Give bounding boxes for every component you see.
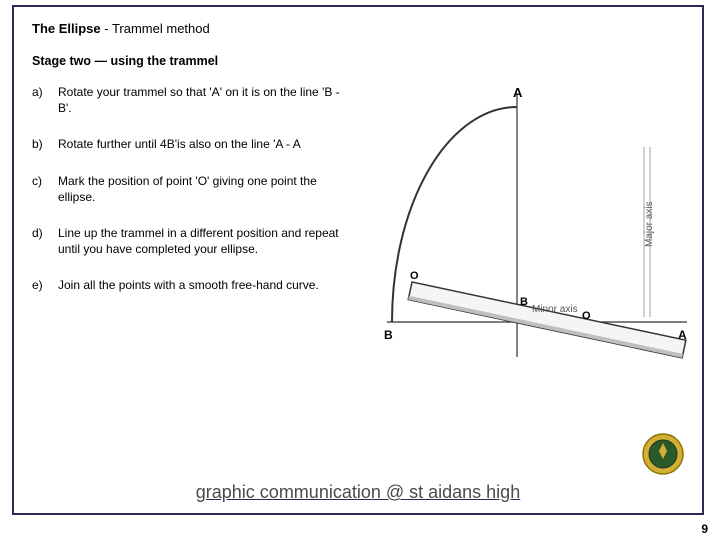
label-A-right: A — [678, 328, 687, 342]
diagram-svg: O B A B A O Minor axis Major axis — [372, 87, 692, 387]
label-A-top: A — [513, 87, 523, 100]
list-item: d) Line up the trammel in a different po… — [32, 225, 342, 257]
step-list: a) Rotate your trammel so that 'A' on it… — [32, 84, 342, 294]
step-text: Join all the points with a smooth free-h… — [58, 277, 342, 293]
label-O-center: O — [582, 310, 591, 322]
step-letter: a) — [32, 84, 58, 116]
school-crest-icon — [642, 433, 684, 475]
page-number: 9 — [701, 522, 708, 536]
step-text: Rotate your trammel so that 'A' on it is… — [58, 84, 342, 116]
footer-text: graphic communication @ st aidans high — [14, 482, 702, 503]
svg-text:O: O — [410, 270, 419, 282]
svg-text:B: B — [520, 296, 528, 308]
list-item: b) Rotate further until 4B'is also on th… — [32, 136, 342, 152]
title-rest: - Trammel method — [101, 21, 210, 36]
step-letter: b) — [32, 136, 58, 152]
list-item: c) Mark the position of point 'O' giving… — [32, 173, 342, 205]
major-axis-label: Major axis — [644, 201, 655, 247]
step-text: Line up the trammel in a different posit… — [58, 225, 342, 257]
trammel-diagram: O B A B A O Minor axis Major axis — [372, 87, 692, 387]
list-item: a) Rotate your trammel so that 'A' on it… — [32, 84, 342, 116]
title-bold: The Ellipse — [32, 21, 101, 36]
step-letter: c) — [32, 173, 58, 205]
step-text: Mark the position of point 'O' giving on… — [58, 173, 342, 205]
step-letter: e) — [32, 277, 58, 293]
label-B-left: B — [384, 328, 393, 342]
slide-title: The Ellipse - Trammel method — [32, 21, 684, 36]
content-area: The Ellipse - Trammel method Stage two —… — [14, 7, 702, 513]
list-item: e) Join all the points with a smooth fre… — [32, 277, 342, 293]
stage-heading: Stage two — using the trammel — [32, 54, 684, 68]
minor-axis-label: Minor axis — [532, 304, 578, 315]
step-letter: d) — [32, 225, 58, 257]
slide-frame: The Ellipse - Trammel method Stage two —… — [12, 5, 704, 515]
step-text: Rotate further until 4B'is also on the l… — [58, 136, 342, 152]
